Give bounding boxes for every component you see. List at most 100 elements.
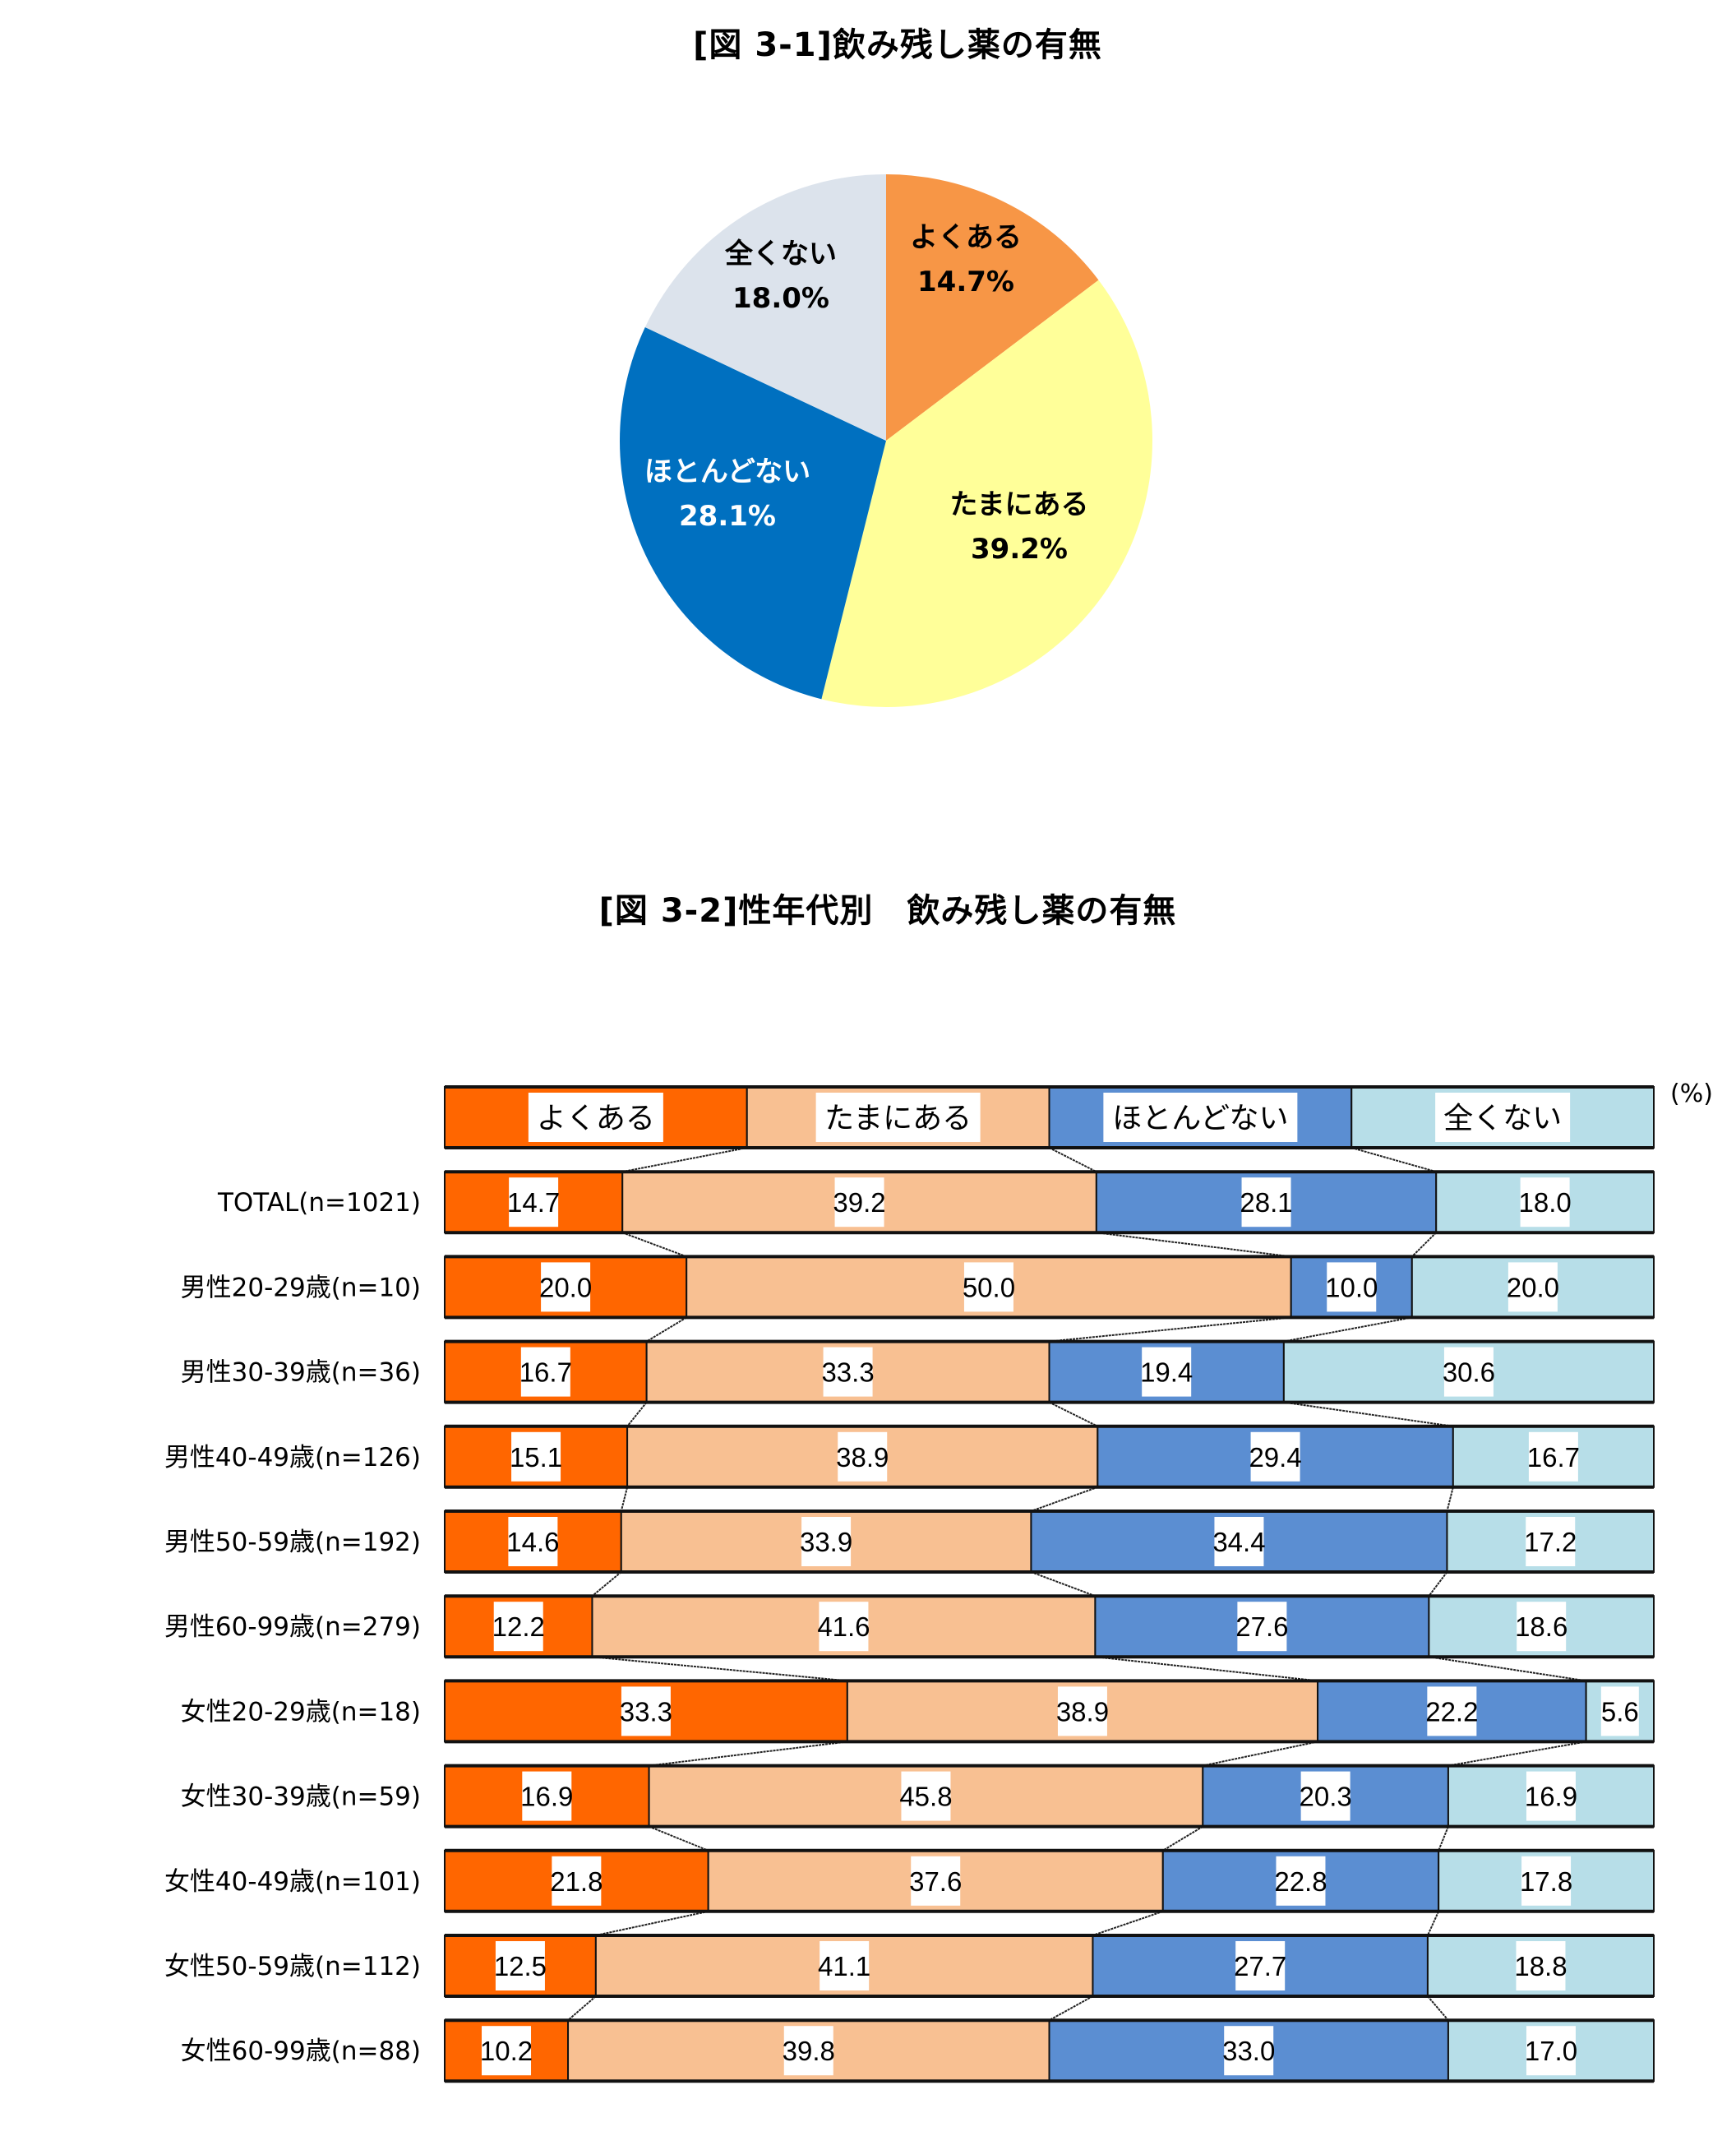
bar-row: 男性30-39歳(n=36) 16.7 33.3 19.4 30.6 <box>181 1339 1655 1404</box>
svg-text:全くない: 全くない <box>724 238 837 270</box>
data-label-box <box>823 1347 873 1397</box>
bar-row: 女性60-99歳(n=88) 10.2 39.8 33.0 17.0 <box>181 2018 1655 2083</box>
series-connector-line <box>1429 1656 1586 1682</box>
data-label: 14.6 <box>506 1527 559 1557</box>
data-label: 14.7 <box>507 1187 560 1218</box>
data-label: 30.6 <box>1443 1357 1495 1388</box>
data-label: 20.0 <box>539 1272 592 1302</box>
data-label: 10.0 <box>1325 1272 1378 1302</box>
bar-row: 女性40-49歳(n=101) 21.8 37.6 22.8 17.8 <box>164 1848 1655 1913</box>
bar-row: 女性50-59歳(n=112) 12.5 41.1 27.7 18.8 <box>164 1934 1655 1998</box>
data-label: 19.4 <box>1140 1357 1193 1388</box>
data-label-box <box>552 1856 602 1906</box>
data-label-box <box>1214 1517 1264 1566</box>
data-label-box <box>819 1602 869 1652</box>
legend-label: ほとんどない <box>1112 1102 1288 1135</box>
svg-text:39.2%: 39.2% <box>971 533 1068 566</box>
data-label-box <box>1250 1431 1300 1482</box>
legend-label: たまにある <box>824 1102 972 1135</box>
data-label: 17.2 <box>1524 1527 1577 1557</box>
data-label-box <box>1526 1517 1576 1566</box>
data-label-box <box>541 1262 591 1312</box>
data-label-box <box>1528 1431 1578 1482</box>
row-label: TOTAL(n=1021) <box>217 1188 421 1218</box>
bar-row: 男性20-29歳(n=10) 20.0 50.0 10.0 20.0 <box>181 1255 1655 1320</box>
data-label: 45.8 <box>899 1782 952 1812</box>
data-label: 16.9 <box>520 1782 573 1812</box>
series-connector-line <box>620 1486 629 1512</box>
data-label: 16.7 <box>1527 1442 1580 1473</box>
row-label: 男性40-49歳(n=126) <box>164 1443 421 1473</box>
data-label: 29.4 <box>1249 1442 1301 1473</box>
series-connector-line <box>1162 1825 1203 1852</box>
bar-row: TOTAL(n=1021) 14.7 39.2 28.1 18.0 <box>217 1170 1655 1235</box>
data-label-box <box>1300 1771 1350 1821</box>
series-connector-line <box>592 1656 847 1682</box>
pie-slice <box>821 280 1152 707</box>
series-connector-line <box>1049 1147 1097 1173</box>
data-label-box <box>901 1771 951 1821</box>
svg-text:18.0%: 18.0% <box>732 282 829 315</box>
data-label: 20.3 <box>1300 1782 1352 1812</box>
series-connector-line <box>646 1316 687 1343</box>
pie-slice-label: よくある 14.7% <box>910 221 1022 298</box>
legend-label: よくある <box>537 1102 655 1135</box>
data-label: 38.9 <box>1056 1696 1109 1727</box>
pie-slice-label: 全くない 18.0% <box>724 238 837 315</box>
data-label: 22.2 <box>1425 1696 1478 1727</box>
series-connector-line <box>1096 1232 1291 1258</box>
pie-slice <box>620 327 886 700</box>
data-label: 39.2 <box>833 1187 885 1218</box>
series-connector-line <box>1283 1316 1412 1343</box>
data-label-box <box>911 1856 961 1906</box>
bar-row: 男性40-49歳(n=126) 15.1 38.9 29.4 16.7 <box>164 1424 1655 1489</box>
data-label: 33.0 <box>1222 2036 1275 2066</box>
data-label-box <box>1237 1602 1287 1652</box>
data-label: 41.1 <box>818 1951 870 1981</box>
series-connector-line <box>622 1147 747 1173</box>
data-label: 18.6 <box>1515 1611 1567 1642</box>
series-connector-line <box>1428 1571 1448 1597</box>
series-connector-line <box>649 1741 847 1767</box>
data-label: 20.0 <box>1507 1272 1559 1302</box>
data-label: 28.1 <box>1240 1187 1292 1218</box>
data-label: 10.2 <box>480 2036 533 2066</box>
row-label: 男性30-39歳(n=36) <box>181 1358 421 1388</box>
data-label-box <box>834 1177 884 1228</box>
bar-row: 女性30-39歳(n=59) 16.9 45.8 20.3 16.9 <box>181 1764 1655 1829</box>
data-label: 15.1 <box>510 1442 562 1473</box>
row-label: 女性50-59歳(n=112) <box>164 1952 421 1981</box>
data-label-box <box>815 1093 981 1142</box>
data-label-box <box>1142 1347 1192 1397</box>
row-label: 男性60-99歳(n=279) <box>164 1612 421 1642</box>
data-label-box <box>1276 1856 1326 1906</box>
figure-3-2-title: [図 3-2]性年代別 飲み残し薬の有無 <box>598 892 1177 930</box>
data-label: 12.5 <box>494 1951 547 1981</box>
data-label: 17.0 <box>1525 2036 1577 2066</box>
series-connector-line <box>621 1232 687 1258</box>
series-connector-line <box>595 1910 709 1936</box>
pie-slice <box>886 174 1099 441</box>
series-connector-line <box>1411 1232 1437 1258</box>
data-label-box <box>963 1262 1013 1312</box>
data-label-box <box>482 2026 532 2076</box>
data-label-box <box>1516 1941 1566 1990</box>
data-label: 37.6 <box>909 1866 962 1897</box>
data-label: 16.9 <box>1525 1782 1577 1812</box>
series-connector-line <box>1049 1401 1098 1427</box>
data-label-box <box>1521 1856 1572 1906</box>
series-connector-line <box>1446 1486 1454 1512</box>
data-label-box <box>1443 1347 1494 1397</box>
data-label-box <box>838 1431 888 1482</box>
data-label-box <box>1103 1093 1298 1142</box>
series-connector-line <box>591 1571 622 1597</box>
pie-slice-label: たまにある 39.2% <box>950 488 1089 566</box>
data-label: 33.3 <box>620 1696 672 1727</box>
data-label-box <box>783 2026 833 2076</box>
data-label: 16.7 <box>519 1357 572 1388</box>
row-label: 女性60-99歳(n=88) <box>181 2037 421 2066</box>
series-connector-line <box>626 1401 648 1427</box>
data-label-box <box>1327 1262 1377 1312</box>
row-label: 男性50-59歳(n=192) <box>164 1528 421 1557</box>
